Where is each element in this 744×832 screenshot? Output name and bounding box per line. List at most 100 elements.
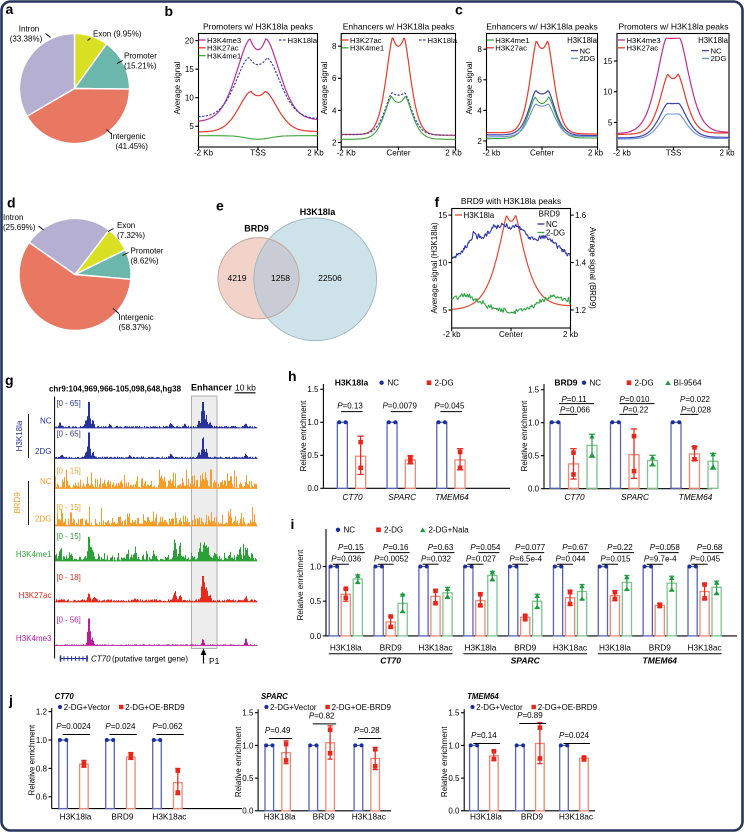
svg-text:Average signal: Average signal: [320, 61, 329, 114]
svg-text:BRD9: BRD9: [111, 812, 134, 822]
svg-text:CT70: CT70: [55, 692, 75, 701]
svg-text:SPARC: SPARC: [511, 656, 541, 666]
svg-text:Average signal: Average signal: [173, 61, 182, 114]
svg-text:Promoter: Promoter: [124, 52, 157, 61]
svg-text:P=0.82: P=0.82: [309, 711, 335, 720]
svg-text:Promoters w/ H3K18la peaks: Promoters w/ H3K18la peaks: [203, 22, 313, 32]
svg-text:P=0.67: P=0.67: [562, 543, 588, 552]
svg-text:Promoters w/ H3K18la peaks: Promoters w/ H3K18la peaks: [618, 22, 728, 32]
svg-text:Relative enrichment: Relative enrichment: [28, 724, 37, 795]
svg-text:Relative enrichment: Relative enrichment: [299, 400, 308, 471]
svg-text:1.0: 1.0: [528, 419, 540, 428]
svg-text:P=6.5e-4: P=6.5e-4: [509, 554, 542, 563]
svg-text:Intergenic: Intergenic: [119, 313, 154, 322]
svg-text:NC: NC: [344, 526, 356, 535]
svg-text:2 kb: 2 kb: [588, 148, 604, 157]
svg-text:[0 - 15]: [0 - 15]: [57, 532, 81, 541]
svg-text:P=0.11: P=0.11: [562, 395, 588, 404]
svg-text:g: g: [5, 372, 14, 388]
svg-text:Average signal: Average signal: [465, 61, 474, 114]
svg-text:h: h: [288, 368, 297, 384]
svg-text:P=0.16: P=0.16: [383, 543, 409, 552]
svg-text:10: 10: [438, 258, 447, 267]
svg-text:H3K4me3: H3K4me3: [207, 36, 241, 45]
svg-text:H3K18la: H3K18la: [470, 812, 502, 822]
svg-text:0.0: 0.0: [307, 484, 319, 493]
svg-text:P=0.036: P=0.036: [331, 554, 362, 563]
svg-text:15: 15: [438, 211, 447, 220]
svg-text:d: d: [7, 195, 16, 211]
svg-text:BRD9: BRD9: [539, 210, 561, 219]
svg-text:H3K18la: H3K18la: [330, 643, 362, 653]
svg-text:0.0: 0.0: [310, 632, 322, 641]
svg-text:[0 - 18]: [0 - 18]: [57, 573, 81, 582]
svg-text:P=0.13: P=0.13: [337, 402, 363, 411]
svg-text:H3K18ac: H3K18ac: [559, 812, 593, 822]
svg-text:1.0: 1.0: [307, 418, 319, 427]
svg-text:TMEM64: TMEM64: [467, 692, 499, 701]
svg-text:f: f: [435, 194, 440, 210]
svg-text:CT70: CT70: [564, 492, 585, 502]
svg-text:1.5: 1.5: [307, 385, 319, 394]
svg-text:1.5: 1.5: [242, 709, 254, 718]
svg-text:Relative enrichment: Relative enrichment: [520, 400, 529, 471]
svg-text:10: 10: [185, 94, 194, 103]
svg-text:H3K18la: H3K18la: [300, 207, 337, 217]
svg-text:P=0.49: P=0.49: [265, 726, 291, 735]
svg-text:Intron: Intron: [3, 213, 23, 222]
svg-text:(putative target gene): (putative target gene): [112, 655, 188, 664]
svg-text:1.2: 1.2: [575, 306, 587, 315]
svg-text:1258: 1258: [271, 273, 290, 283]
svg-text:10 kb: 10 kb: [235, 383, 256, 393]
svg-text:NC: NC: [40, 417, 52, 426]
svg-text:Center: Center: [499, 330, 523, 339]
svg-text:SPARC: SPARC: [621, 492, 650, 502]
svg-text:H3K18la: H3K18la: [15, 420, 24, 451]
svg-text:P=0.022: P=0.022: [680, 395, 711, 404]
svg-text:P=0.032: P=0.032: [421, 554, 452, 563]
svg-text:NC: NC: [580, 46, 592, 55]
svg-text:Relative enrichment: Relative enrichment: [440, 726, 449, 797]
svg-text:P=0.027: P=0.027: [466, 554, 497, 563]
svg-text:H3K18la: H3K18la: [464, 211, 495, 220]
svg-text:Promoter: Promoter: [131, 247, 164, 256]
svg-text:22506: 22506: [318, 273, 342, 283]
svg-text:H3K18ac: H3K18ac: [418, 643, 452, 653]
svg-text:NC: NC: [546, 220, 558, 229]
svg-text:2-DG+Vector: 2-DG+Vector: [270, 703, 317, 712]
svg-text:0.8: 0.8: [36, 764, 48, 773]
svg-text:TMEM64: TMEM64: [643, 656, 678, 666]
svg-text:SPARC: SPARC: [388, 492, 417, 502]
svg-text:15: 15: [603, 57, 612, 66]
svg-text:0.5: 0.5: [307, 451, 319, 460]
svg-text:-2 kb: -2 kb: [613, 148, 631, 157]
svg-text:2: 2: [332, 138, 337, 147]
svg-text:[0 - 65]: [0 - 65]: [57, 399, 81, 408]
svg-text:c: c: [455, 2, 463, 18]
svg-text:2 Kb: 2 Kb: [445, 148, 462, 157]
svg-text:0.0: 0.0: [242, 807, 254, 816]
svg-text:BRD9: BRD9: [649, 643, 672, 653]
svg-text:P=0.054: P=0.054: [470, 543, 501, 552]
svg-text:Average signal (BRD9): Average signal (BRD9): [588, 227, 597, 309]
svg-text:0.5: 0.5: [448, 774, 460, 783]
svg-text:1.4: 1.4: [575, 258, 587, 267]
svg-text:CT70: CT70: [91, 655, 111, 664]
svg-text:2 kb: 2 kb: [563, 330, 579, 339]
svg-text:4: 4: [332, 106, 337, 115]
svg-text:chr9:104,969,966-105,098,648,h: chr9:104,969,966-105,098,648,hg38: [49, 385, 182, 394]
svg-text:H3K18la: H3K18la: [60, 812, 92, 822]
svg-text:BRD9: BRD9: [244, 224, 269, 234]
svg-text:[0 - 56]: [0 - 56]: [57, 615, 81, 624]
svg-text:P=9.7e-4: P=9.7e-4: [644, 554, 677, 563]
svg-text:1.2: 1.2: [36, 708, 48, 717]
svg-text:0.5: 0.5: [528, 452, 540, 461]
svg-text:2DG: 2DG: [580, 54, 596, 63]
svg-text:Enhancers w/ H3K18la peaks: Enhancers w/ H3K18la peaks: [343, 22, 455, 32]
svg-text:2: 2: [477, 137, 482, 146]
svg-text:P=0.14: P=0.14: [471, 731, 497, 740]
svg-text:BI-9564: BI-9564: [674, 379, 703, 388]
svg-text:15: 15: [185, 65, 194, 74]
svg-text:CT70: CT70: [380, 656, 401, 666]
svg-text:P=0.024: P=0.024: [105, 722, 136, 731]
